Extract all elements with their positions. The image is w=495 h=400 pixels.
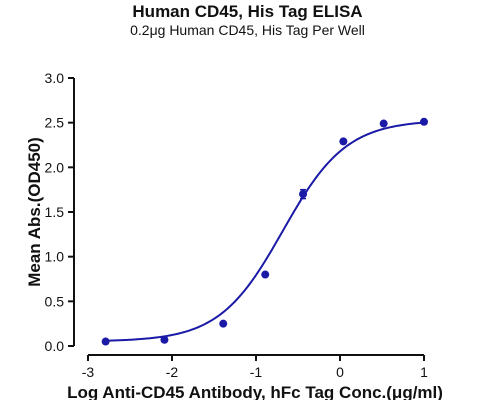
data-point [219, 319, 228, 328]
data-point [101, 337, 110, 346]
fit-curve [105, 121, 425, 342]
y-tick-label: 1.0 [45, 249, 65, 265]
data-point [379, 119, 388, 128]
chart-subtitle: 0.2μg Human CD45, His Tag Per Well [130, 22, 365, 38]
data-point [339, 137, 348, 146]
data-point [420, 117, 428, 126]
y-tick-label: 2.5 [45, 115, 65, 131]
x-axis-label: Log Anti-CD45 Antibody, hFc Tag Conc.(μg… [67, 383, 443, 400]
data-point [261, 270, 270, 279]
y-tick-label: 0.0 [45, 338, 65, 354]
y-tick-label: 2.0 [45, 159, 65, 175]
y-tick-label: 0.5 [45, 293, 65, 309]
x-tick-label: -2 [166, 364, 179, 380]
x-tick-label: 0 [336, 364, 344, 380]
x-tick-label: 1 [420, 364, 428, 380]
chart-title: Human CD45, His Tag ELISA [132, 2, 363, 21]
x-tick-label: -1 [250, 364, 263, 380]
data-point [299, 190, 308, 199]
y-tick-label: 1.5 [45, 204, 65, 220]
data-point [160, 335, 169, 344]
y-axis-label: Mean Abs.(OD450) [25, 137, 44, 287]
y-tick-label: 3.0 [45, 70, 65, 86]
x-tick-label: -3 [82, 364, 95, 380]
